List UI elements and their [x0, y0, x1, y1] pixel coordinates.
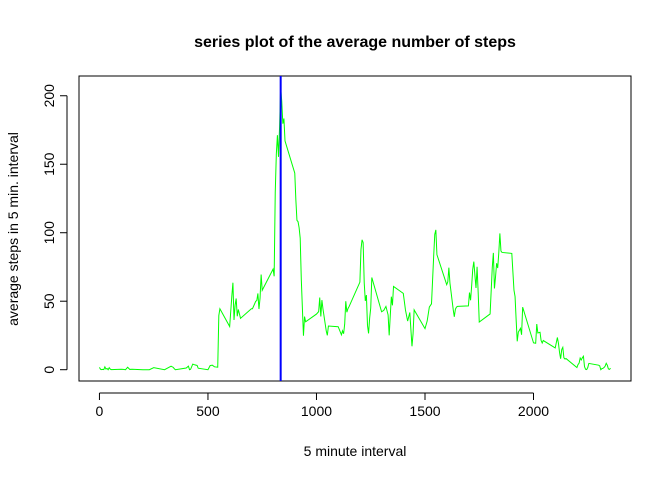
x-tick-label: 2000: [518, 403, 549, 419]
y-tick-label: 100: [41, 221, 57, 245]
chart-title: series plot of the average number of ste…: [194, 34, 516, 51]
series-line: [99, 87, 611, 371]
x-tick-label: 1000: [301, 403, 332, 419]
x-tick-label: 1500: [409, 403, 440, 419]
y-tick-label: 0: [41, 366, 57, 374]
x-axis-label: 5 minute interval: [304, 443, 407, 459]
y-tick-label: 150: [41, 152, 57, 176]
x-tick-label: 500: [196, 403, 220, 419]
x-tick-label: 0: [96, 403, 104, 419]
y-tick-label: 50: [41, 293, 57, 309]
plot-box: [78, 75, 632, 382]
y-tick-label: 200: [41, 84, 57, 108]
y-axis-label: average steps in 5 min. interval: [5, 132, 21, 326]
